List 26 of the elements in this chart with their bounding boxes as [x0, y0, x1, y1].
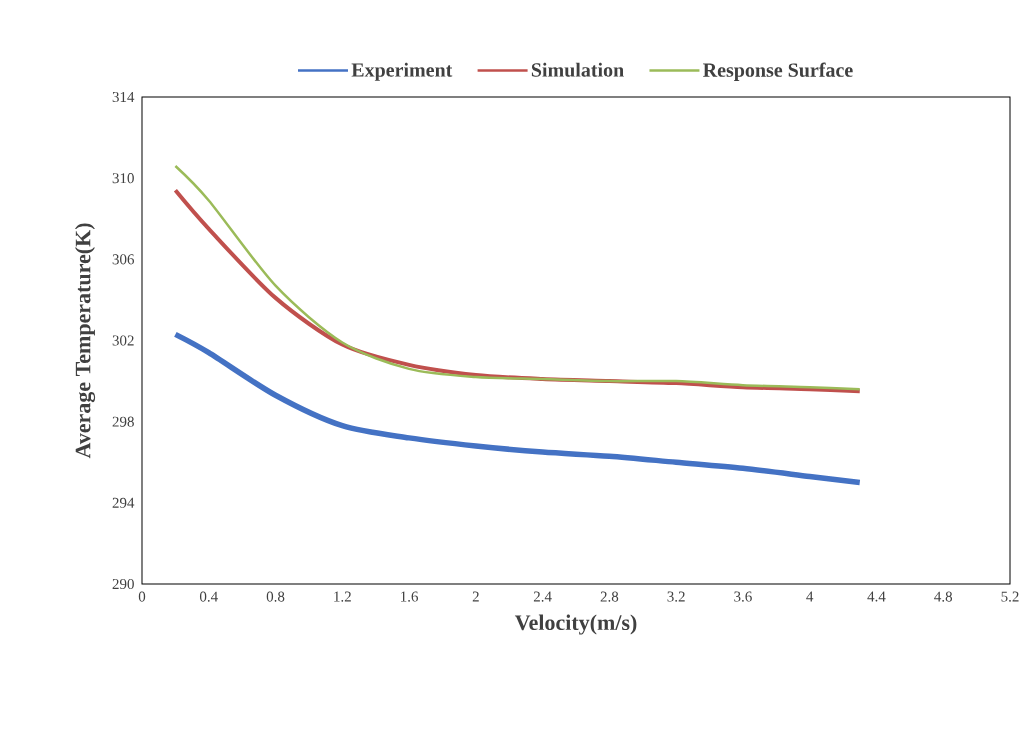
legend-label: Simulation: [531, 62, 624, 77]
y-tick-label: 306: [112, 254, 135, 265]
legend-label: Response Surface: [703, 62, 853, 81]
x-tick-label: 4.8: [934, 591, 953, 602]
y-tick-label: 310: [112, 173, 134, 184]
x-axis-title: Velocity(m/s): [514, 614, 637, 635]
y-tick-label: 314: [112, 91, 135, 103]
y-axis-title: Average Temperature(K): [74, 223, 96, 459]
y-tick-label: 294: [112, 497, 135, 508]
x-tick-label: 0: [138, 591, 146, 602]
legend-label: Experiment: [351, 62, 453, 81]
x-tick-label: 2.4: [533, 591, 552, 602]
x-tick-label: 1.2: [334, 591, 351, 602]
y-tick-label: 290: [112, 578, 134, 590]
x-tick-label: 3.2: [667, 591, 685, 602]
x-tick-label: 1.6: [401, 591, 419, 602]
x-tick-label: 5.2: [1001, 591, 1019, 602]
x-tick-label: 0.4: [199, 591, 218, 602]
y-tick-label: 298: [112, 416, 134, 427]
x-tick-label: 2: [472, 591, 479, 602]
x-tick-label: 4: [806, 591, 814, 602]
x-tick-label: 0.8: [266, 591, 285, 602]
x-tick-label: 2.8: [600, 591, 619, 602]
x-tick-label: 3.6: [734, 591, 752, 602]
x-tick-label: 4.4: [867, 591, 886, 602]
y-tick-label: 302: [112, 335, 134, 346]
